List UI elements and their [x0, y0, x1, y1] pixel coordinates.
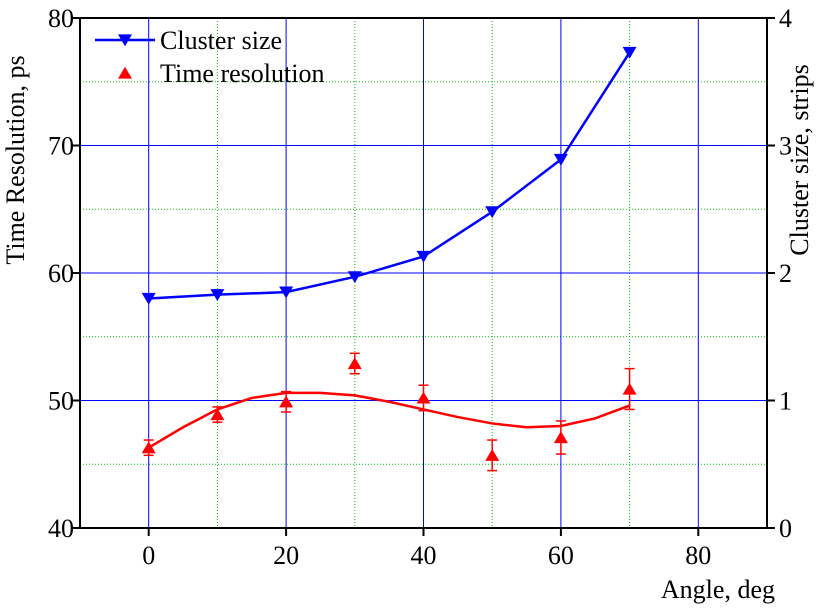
fit-curve — [148, 391, 631, 449]
y2-tick-label: 2 — [779, 259, 792, 288]
legend-label: Cluster size — [160, 26, 282, 55]
y-tick-label: 60 — [48, 259, 74, 288]
marker — [622, 382, 637, 395]
legend-marker — [118, 66, 132, 79]
x-tick-label: 40 — [411, 541, 437, 570]
y2-axis-label: Cluster size, strips — [785, 64, 814, 255]
legend-marker — [118, 34, 132, 47]
marker — [347, 357, 362, 370]
y2-tick-label: 0 — [779, 514, 792, 543]
marker — [485, 449, 500, 461]
y-axis-label: Time Resolution, ps — [1, 55, 30, 264]
marker — [141, 292, 156, 305]
marker — [416, 391, 431, 404]
y-tick-label: 40 — [48, 514, 74, 543]
y-tick-label: 50 — [48, 387, 74, 416]
marker — [347, 271, 362, 284]
marker — [553, 153, 568, 166]
marker — [485, 206, 500, 219]
marker — [416, 250, 431, 263]
y-tick-label: 80 — [48, 4, 74, 33]
marker — [141, 441, 156, 454]
x-tick-label: 0 — [142, 541, 155, 570]
marker — [553, 431, 568, 444]
marker — [279, 286, 294, 299]
y2-tick-label: 1 — [779, 387, 792, 416]
marker — [210, 408, 225, 421]
x-tick-label: 60 — [548, 541, 574, 570]
marker — [622, 46, 637, 59]
y-tick-label: 70 — [48, 132, 74, 161]
x-tick-label: 20 — [273, 541, 299, 570]
series-line — [148, 51, 631, 300]
y2-tick-label: 3 — [779, 132, 792, 161]
y2-tick-label: 4 — [779, 4, 792, 33]
legend-label: Time resolution — [160, 59, 324, 88]
x-tick-label: 80 — [685, 541, 711, 570]
marker — [279, 395, 294, 408]
x-axis-label: Angle, deg — [661, 575, 775, 604]
marker — [210, 289, 225, 301]
